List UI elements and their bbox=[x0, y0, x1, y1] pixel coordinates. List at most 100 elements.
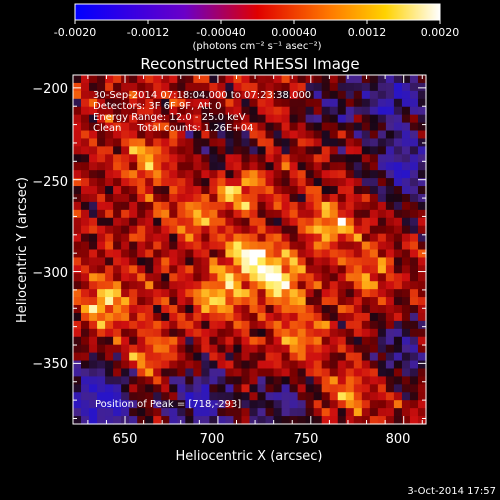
heatmap-cell bbox=[145, 257, 154, 266]
heatmap-cell bbox=[385, 75, 395, 84]
heatmap-cell bbox=[297, 344, 307, 354]
heatmap-cell bbox=[193, 384, 202, 393]
heatmap-cell bbox=[249, 281, 259, 290]
heatmap-cell bbox=[273, 384, 283, 393]
heatmap-cell bbox=[313, 114, 323, 124]
heatmap-cell bbox=[105, 130, 114, 140]
heatmap-cell bbox=[281, 344, 291, 354]
heatmap-cell bbox=[369, 344, 379, 354]
heatmap-cell bbox=[241, 392, 251, 401]
heatmap-cell bbox=[369, 312, 379, 322]
heatmap-cell bbox=[409, 384, 419, 393]
heatmap-cell bbox=[345, 344, 355, 354]
heatmap-cell bbox=[105, 114, 114, 124]
heatmap-cell bbox=[193, 336, 202, 346]
heatmap-cell bbox=[257, 312, 267, 322]
colorbar: -0.0020 -0.0012 -0.00040 0.00040 0.0012 … bbox=[54, 3, 459, 52]
heatmap-cell bbox=[345, 162, 355, 171]
heatmap-cell bbox=[345, 114, 355, 124]
heatmap-cell bbox=[153, 352, 162, 362]
heatmap-cell bbox=[129, 90, 138, 100]
heatmap-cell bbox=[337, 138, 347, 147]
heatmap-cell bbox=[97, 170, 106, 179]
heatmap-cell bbox=[105, 416, 114, 425]
heatmap-cell bbox=[265, 209, 275, 219]
heatmap-cell bbox=[353, 209, 363, 219]
heatmap-cell bbox=[281, 265, 291, 274]
heatmap-cell bbox=[297, 122, 307, 132]
heatmap-cell bbox=[361, 352, 371, 362]
heatmap-cell bbox=[329, 273, 339, 282]
heatmap-cell bbox=[169, 138, 178, 147]
heatmap-cell bbox=[233, 233, 243, 243]
heatmap-cell bbox=[409, 305, 419, 314]
heatmap-cell bbox=[313, 146, 323, 155]
heatmap-cell bbox=[329, 114, 339, 124]
heatmap-cell bbox=[409, 82, 419, 92]
heatmap-cell bbox=[273, 241, 283, 251]
heatmap-cell bbox=[129, 312, 138, 322]
heatmap-cell bbox=[225, 146, 235, 155]
heatmap-cell bbox=[409, 225, 419, 235]
heatmap-cell bbox=[209, 122, 219, 132]
heatmap-cell bbox=[361, 154, 371, 163]
heatmap-cell bbox=[209, 106, 219, 116]
heatmap-cell bbox=[225, 170, 235, 179]
heatmap-cell bbox=[289, 75, 299, 84]
heatmap-cell bbox=[105, 368, 114, 378]
heatmap-cell bbox=[321, 138, 331, 147]
heatmap-cell bbox=[105, 376, 114, 385]
heatmap-cell bbox=[265, 75, 275, 84]
y-tick-label-0: −200 bbox=[32, 82, 68, 97]
heatmap-cell bbox=[409, 233, 419, 243]
heatmap-cell bbox=[241, 273, 251, 282]
heatmap-cell bbox=[209, 400, 219, 409]
heatmap-cell bbox=[281, 225, 291, 235]
heatmap-cell bbox=[201, 392, 210, 401]
heatmap-cell bbox=[121, 360, 130, 370]
heatmap-cell bbox=[281, 281, 291, 290]
heatmap-cell bbox=[129, 360, 138, 370]
heatmap-cell bbox=[401, 98, 411, 108]
heatmap-cell bbox=[305, 225, 315, 235]
y-axis-label: Heliocentric Y (arcsec) bbox=[15, 177, 30, 323]
heatmap-cell bbox=[97, 114, 106, 124]
heatmap-cell bbox=[369, 289, 379, 298]
heatmap-cell bbox=[281, 392, 291, 401]
heatmap-cell bbox=[265, 416, 275, 425]
heatmap-cell bbox=[377, 368, 387, 378]
heatmap-cell bbox=[305, 384, 315, 393]
heatmap-cell bbox=[281, 416, 291, 425]
heatmap-cell bbox=[401, 225, 411, 235]
heatmap-cell bbox=[161, 90, 170, 100]
heatmap-cell bbox=[145, 384, 154, 393]
heatmap-cell bbox=[121, 193, 130, 203]
heatmap-cell bbox=[201, 201, 210, 211]
heatmap-cell bbox=[169, 90, 178, 100]
heatmap-cell bbox=[289, 352, 299, 362]
heatmap-cell bbox=[417, 154, 427, 163]
heatmap-cell bbox=[81, 217, 90, 227]
heatmap-cell bbox=[185, 193, 194, 203]
heatmap-cell bbox=[337, 384, 347, 393]
heatmap-cell bbox=[105, 249, 114, 259]
heatmap-cell bbox=[369, 106, 379, 116]
heatmap-cell bbox=[185, 336, 194, 346]
heatmap-cell bbox=[305, 106, 315, 116]
heatmap-cell bbox=[241, 130, 251, 140]
heatmap-cell bbox=[233, 225, 243, 235]
heatmap-cell bbox=[185, 360, 194, 370]
heatmap-cell bbox=[369, 273, 379, 282]
heatmap-cell bbox=[329, 408, 339, 417]
heatmap-cell bbox=[161, 98, 170, 108]
heatmap-cell bbox=[225, 344, 235, 354]
heatmap-cell bbox=[409, 360, 419, 370]
heatmap-cell bbox=[361, 344, 371, 354]
heatmap-cell bbox=[89, 130, 98, 140]
heatmap-cell bbox=[193, 312, 202, 322]
heatmap-cell bbox=[345, 249, 355, 259]
heatmap-cell bbox=[169, 186, 178, 195]
heatmap-cell bbox=[129, 265, 138, 274]
heatmap-cell bbox=[409, 281, 419, 290]
heatmap-cell bbox=[177, 297, 186, 306]
